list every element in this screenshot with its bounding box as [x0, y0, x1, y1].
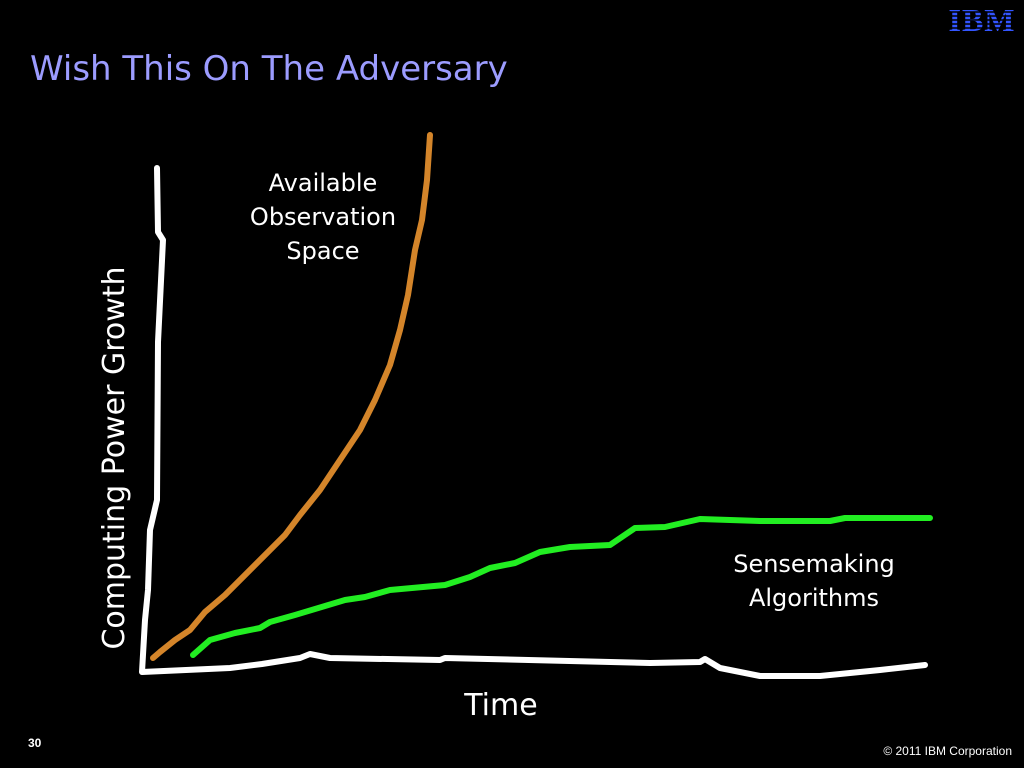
x-axis-label: Time	[463, 688, 537, 723]
observation-space-curve	[150, 132, 433, 661]
logo-stripes	[944, 11, 1020, 33]
curve-label-line: Available	[269, 169, 378, 197]
curve-label-line: Algorithms	[749, 584, 879, 612]
observation-label: Available Observation Space	[250, 169, 396, 265]
curve-label-line: Sensemaking	[733, 550, 895, 578]
copyright: © 2011 IBM Corporation	[883, 744, 1012, 758]
curve-label-line: Observation	[250, 203, 396, 231]
curve-label-line: Space	[286, 237, 359, 265]
sensemaking-curve	[190, 515, 933, 658]
sensemaking-label: Sensemaking Algorithms	[733, 550, 895, 612]
ibm-logo: IBM	[944, 2, 1020, 38]
y-axis-label: Computing Power Growth	[97, 266, 132, 649]
axes	[139, 165, 928, 679]
slide-title: Wish This On The Adversary	[30, 49, 508, 89]
page-number: 30	[28, 736, 42, 750]
